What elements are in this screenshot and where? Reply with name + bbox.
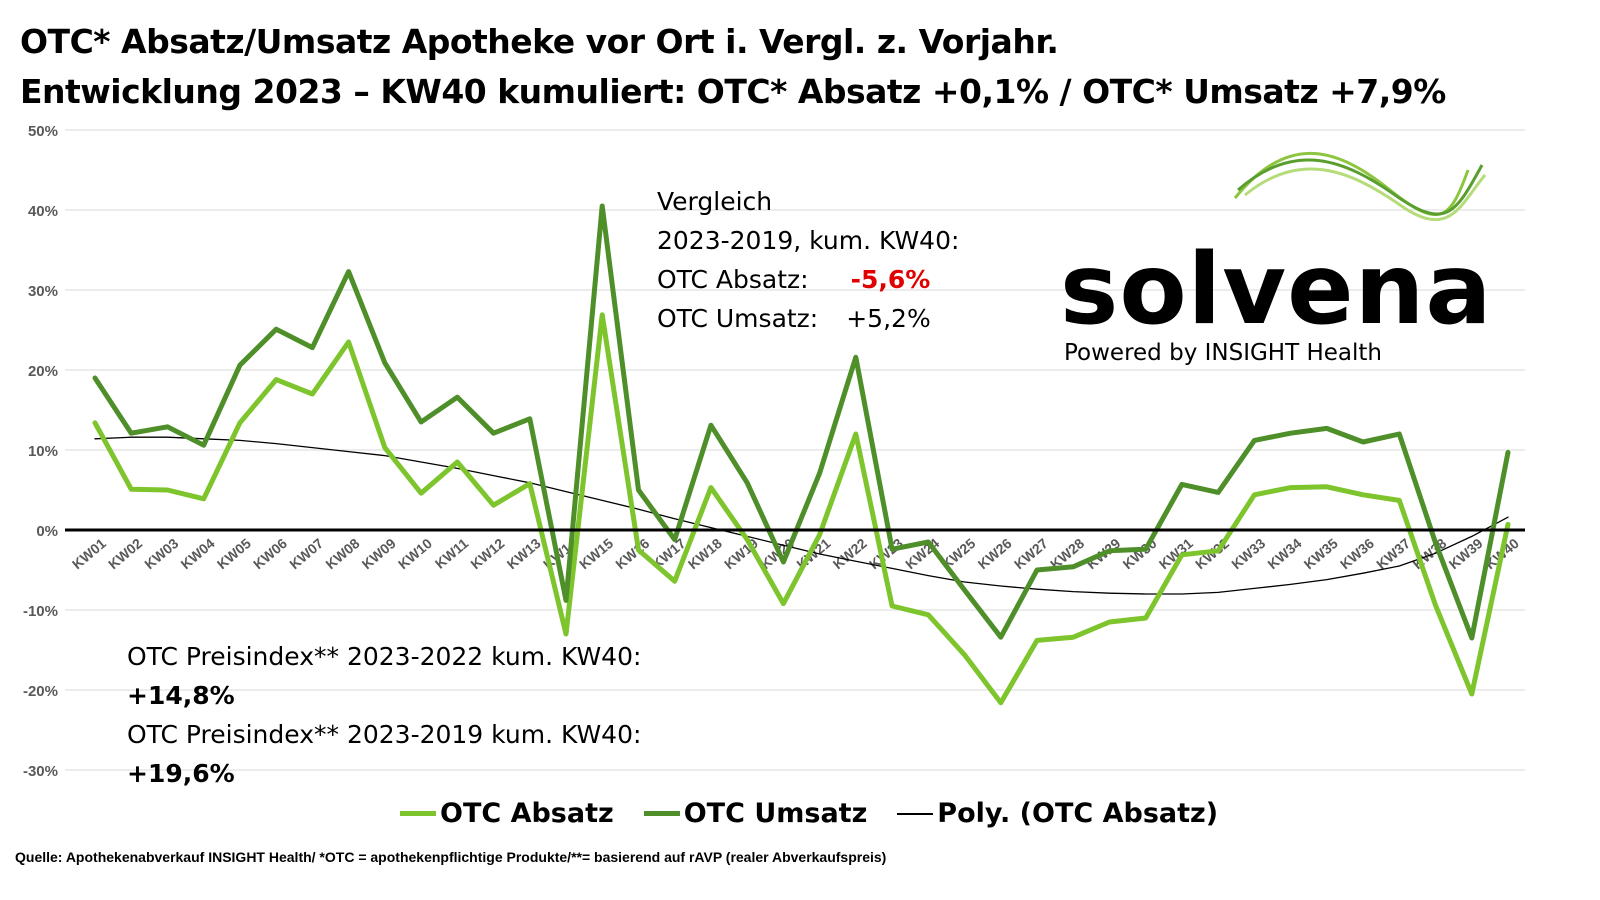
y-tick-label: 30% [28,283,58,300]
x-tick-label: KW13 [504,535,544,572]
x-tick-label: KW04 [178,535,218,572]
y-tick-label: 50% [28,123,58,140]
x-tick-label: KW06 [250,535,290,572]
price-index-box: OTC Preisindex** 2023-2022 kum. KW40: +1… [127,637,641,793]
solvena-logo: solvena Powered by INSIGHT Health [1060,240,1493,366]
y-tick-label: -20% [23,683,58,700]
price-index-label-1: OTC Preisindex** 2023-2022 kum. KW40: [127,642,642,671]
x-tick-label: KW11 [432,535,472,572]
x-tick-label: KW34 [1264,535,1304,572]
legend-item-umsatz: OTC Umsatz [643,798,868,829]
logo-tagline: Powered by INSIGHT Health [1064,340,1382,366]
x-tick-label: KW30 [1120,535,1160,572]
price-index-value-2: +19,6% [127,759,235,788]
legend-swatch-poly [897,812,934,815]
legend-item-absatz: OTC Absatz [400,798,614,829]
x-tick-label: KW03 [141,535,181,572]
x-tick-label: KW09 [359,535,399,572]
x-tick-label: KW08 [322,535,362,572]
y-tick-label: 20% [28,363,58,380]
legend-swatch-absatz [400,811,436,816]
legend-label-absatz: OTC Absatz [440,798,614,829]
comparison-umsatz-label: OTC Umsatz: [657,304,819,333]
legend-label-umsatz: OTC Umsatz [683,798,868,829]
logo-wave-icon [1237,158,1484,216]
x-tick-label: KW26 [975,535,1015,572]
logo-wave-icon [1233,151,1470,217]
x-tick-label: KW01 [69,535,109,572]
comparison-absatz-label: OTC Absatz: [657,265,809,294]
legend-label-poly: Poly. (OTC Absatz) [937,798,1219,829]
y-tick-label: -30% [23,763,58,780]
x-tick-label: KW27 [1011,535,1051,572]
price-index-label-2: OTC Preisindex** 2023-2019 kum. KW40: [127,720,642,749]
x-tick-label: KW36 [1337,535,1377,572]
x-tick-label: KW21 [793,535,833,572]
x-tick-label: KW39 [1446,535,1486,572]
x-tick-label: KW15 [576,535,616,572]
x-tick-label: KW35 [1301,535,1341,572]
x-tick-label: KW33 [1228,535,1268,572]
source-note: Quelle: Apothekenabverkauf INSIGHT Healt… [15,849,887,865]
x-tick-label: KW05 [214,535,254,572]
comparison-period: 2023-2019, kum. KW40: [657,226,960,255]
comparison-heading: Vergleich [657,187,773,216]
comparison-absatz-value: -5,6% [850,265,931,294]
series-line-poly-otc-absatz [94,436,1509,595]
y-tick-label: 40% [28,203,58,220]
chart-legend: OTC Absatz OTC Umsatz Poly. (OTC Absatz) [400,798,1238,829]
y-tick-label: 0% [36,523,58,540]
series-line-otc-umsatz [92,203,1511,641]
price-index-value-1: +14,8% [127,681,235,710]
chart-title-line1: OTC* Absatz/Umsatz Apotheke vor Ort i. V… [20,22,1059,61]
series-line-otc-absatz [92,312,1511,706]
y-tick-label: -10% [23,603,58,620]
chart-title-line2: Entwicklung 2023 – KW40 kumuliert: OTC* … [20,72,1446,111]
x-tick-label: KW07 [286,535,326,572]
legend-swatch-umsatz [643,811,680,816]
logo-wordmark: solvena [1060,233,1493,347]
x-tick-label: KW22 [830,535,870,572]
logo-wave-icon [1244,167,1487,221]
comparison-umsatz-value: +5,2% [846,304,931,333]
x-tick-label: KW12 [467,535,507,572]
y-tick-label: 10% [28,443,58,460]
x-tick-label: KW10 [395,535,435,572]
legend-item-poly: Poly. (OTC Absatz) [897,798,1218,829]
x-tick-label: KW02 [105,535,145,572]
comparison-box: Vergleich 2023-2019, kum. KW40: OTC Absa… [657,182,959,338]
